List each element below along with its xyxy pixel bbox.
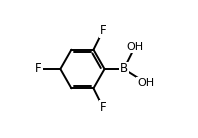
Text: B: B [120, 63, 128, 75]
Text: F: F [100, 101, 107, 114]
Text: OH: OH [126, 42, 143, 52]
Text: F: F [100, 24, 107, 37]
Text: OH: OH [137, 78, 154, 88]
Text: F: F [35, 63, 42, 75]
